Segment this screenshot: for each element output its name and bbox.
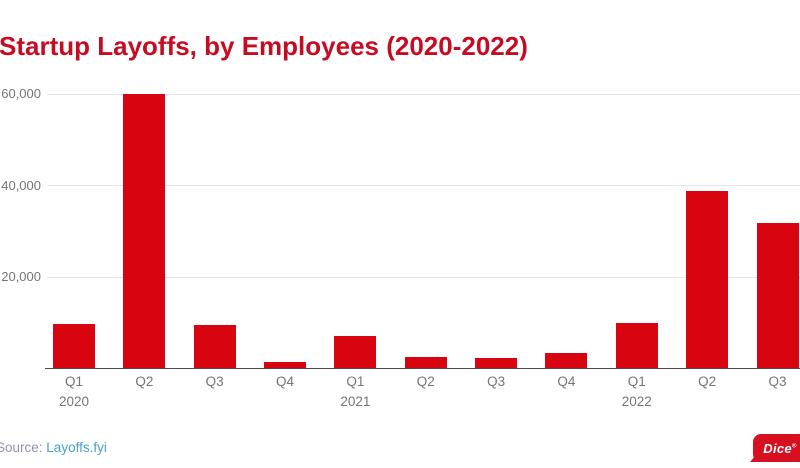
chart-title: Startup Layoffs, by Employees (2020-2022… [0,31,528,61]
year-label: 2021 [340,394,371,409]
y-tick-label: 20,000 [1,269,41,284]
y-tick-label: 40,000 [1,177,41,193]
bar-Q2-2022 [686,190,729,368]
grid-line-60,000 [47,93,800,95]
year-label: 2020 [58,394,90,409]
registered-mark: ® [791,443,797,450]
bar-Q2-2021 [404,356,447,368]
x-axis-line [45,368,800,369]
x-tick-label: Q2 [135,374,154,389]
x-tick-label: Q2 [698,374,717,389]
source-label: Source: [0,440,43,455]
dice-logo-tail [750,450,760,462]
dice-logo: Dice® [750,434,800,462]
x-tick-label: Q4 [276,374,295,389]
x-tick-label: Q1 [64,374,83,389]
bar-Q3-2022 [756,222,799,368]
x-tick-label: Q1 [627,374,646,389]
bar-Q4-2020 [264,361,307,368]
bar-Q1-2021 [334,336,377,368]
grid-line-20,000 [47,276,800,278]
x-tick-label: Q3 [768,374,787,389]
bar-Q2-2020 [123,93,166,368]
x-tick-label: Q4 [557,374,576,389]
x-tick-label: Q2 [416,374,435,389]
source-link[interactable]: Layoffs.fyi [46,440,107,455]
x-tick-label: Q1 [346,374,365,389]
bar-Q4-2021 [545,353,588,368]
x-tick-label: Q3 [205,374,224,389]
grid-line-40,000 [47,185,800,186]
bar-Q3-2021 [475,357,518,368]
bar-Q1-2020 [53,324,95,368]
bar-Q1-2022 [615,323,658,368]
dice-logo-text: Dice® [763,440,797,456]
source-line: Source: Layoffs.fyi [0,440,107,455]
x-tick-label: Q3 [487,374,506,389]
bar-Q3-2020 [193,324,236,368]
year-label: 2022 [621,394,652,409]
y-tick-label: 60,000 [1,86,41,101]
